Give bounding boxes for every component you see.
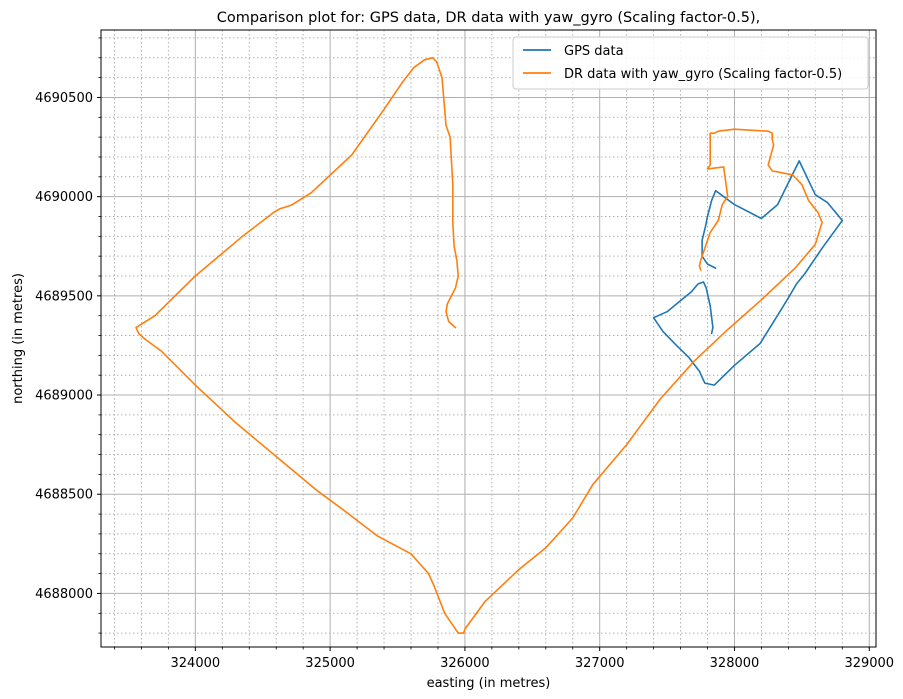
x-tick-label: 325000	[305, 656, 355, 671]
legend: GPS data DR data with yaw_gyro (Scaling …	[512, 36, 869, 90]
series-layer	[135, 56, 844, 634]
y-tick-label: 4688000	[35, 587, 93, 602]
x-tick-label: 328000	[710, 656, 760, 671]
legend-label-dr: DR data with yaw_gyro (Scaling factor-0.…	[564, 67, 842, 82]
minor-gridlines	[101, 30, 876, 647]
dr-data-line	[135, 56, 823, 634]
x-tick-label: 324000	[171, 656, 221, 671]
plot-frame	[100, 29, 877, 648]
y-axis-label: northing (in metres)	[11, 273, 26, 404]
x-axis-label: easting (in metres)	[427, 676, 551, 691]
chart-title: Comparison plot for: GPS data, DR data w…	[217, 10, 761, 26]
x-tick-label: 329000	[844, 656, 894, 671]
x-tick-label: 326000	[440, 656, 490, 671]
legend-label-gps: GPS data	[564, 44, 624, 59]
y-tick-label: 4690000	[35, 190, 93, 205]
y-tick-label: 4689500	[35, 289, 93, 304]
gps-data-line	[652, 160, 844, 386]
y-tick-label: 4689000	[35, 389, 93, 404]
axis-ticks	[97, 37, 870, 651]
tick-labels: 324000 325000 326000 327000 328000 329000 4688…	[35, 91, 894, 671]
y-tick-label: 4688500	[35, 488, 93, 503]
plot-background	[101, 30, 876, 647]
x-tick-label: 327000	[575, 656, 625, 671]
legend-box	[512, 36, 869, 90]
major-gridlines	[101, 30, 876, 647]
y-tick-label: 4690500	[35, 91, 93, 106]
